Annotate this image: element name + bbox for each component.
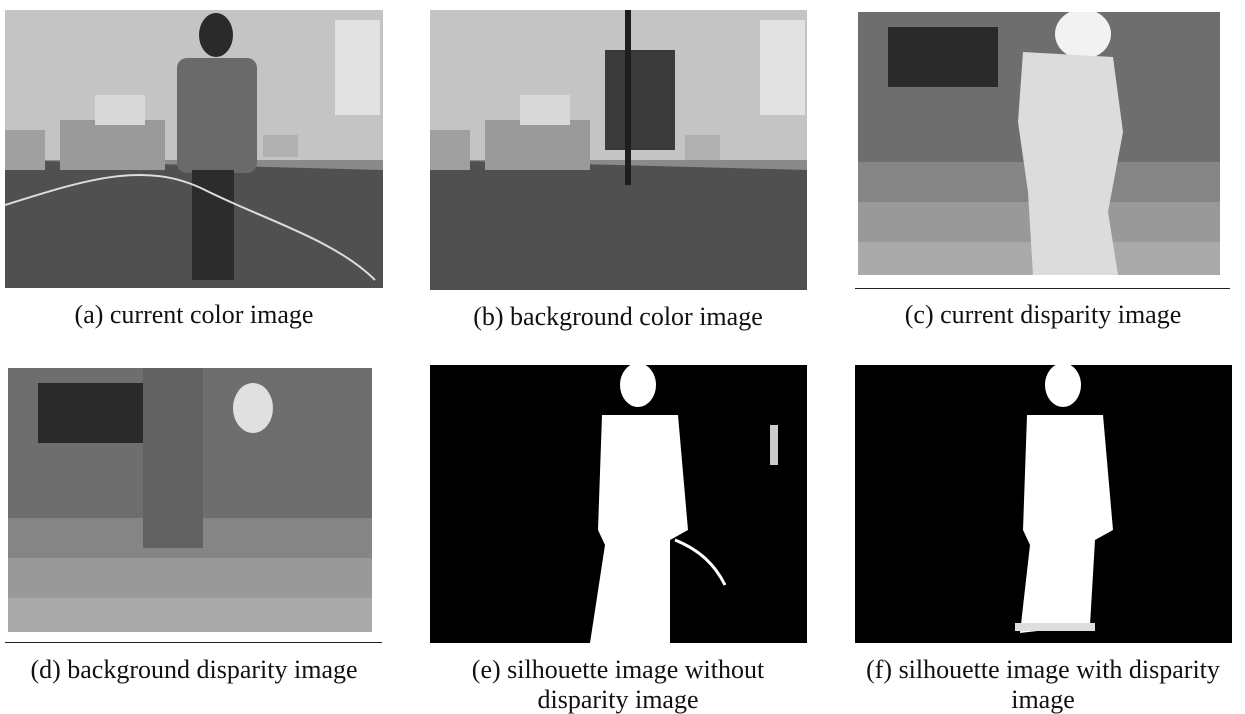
disparity-current <box>858 12 1220 275</box>
caption-line: (e) silhouette image without <box>408 655 828 685</box>
caption-line: (d) background disparity image <box>0 655 404 685</box>
caption: (c) current disparity image <box>833 300 1245 330</box>
caption-line: (c) current disparity image <box>833 300 1245 330</box>
caption-line: disparity image <box>408 685 828 714</box>
rule <box>5 642 382 643</box>
caption: (f) silhouette image with disparity imag… <box>833 655 1245 714</box>
caption-line: (a) current color image <box>0 300 404 330</box>
rule <box>855 288 1230 289</box>
caption-line: (f) silhouette image with disparity <box>833 655 1245 685</box>
caption: (a) current color image <box>0 300 404 330</box>
caption: (e) silhouette image without disparity i… <box>408 655 828 714</box>
photo-background <box>430 10 807 290</box>
disparity-background <box>8 368 372 632</box>
caption: (b) background color image <box>408 302 828 332</box>
caption-line: (b) background color image <box>408 302 828 332</box>
figure: (a) current color image (b) background c… <box>0 0 1245 714</box>
caption-line: image <box>833 685 1245 714</box>
photo-current <box>5 10 383 288</box>
silhouette-without <box>430 365 807 643</box>
caption: (d) background disparity image <box>0 655 404 685</box>
silhouette-with <box>855 365 1232 643</box>
